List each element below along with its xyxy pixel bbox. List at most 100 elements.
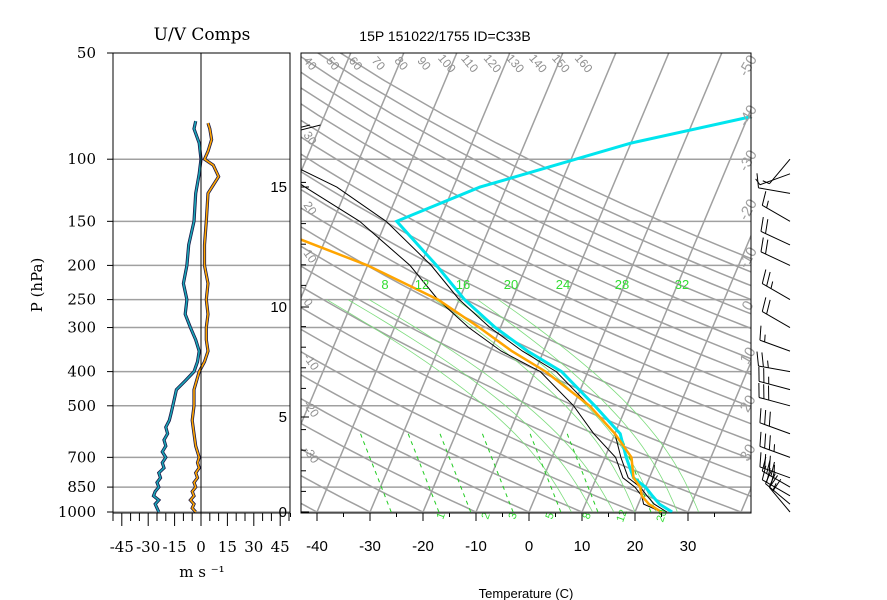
skewt-dry-adiabat [301, 87, 751, 315]
skewt-isotherm [301, 53, 405, 300]
skewt-dry-adiabat-label: 140 [526, 51, 550, 76]
skewt-line-parcel [301, 238, 663, 513]
skewt-thetae-label: 32 [675, 277, 689, 292]
wind-barb [761, 297, 791, 328]
skewt-title: 15P 151022/1755 ID=C33B [359, 28, 530, 44]
uv-series-outline-v [188, 122, 221, 513]
uv-panel: U/V Comps P (hPa) m s ⁻¹ 501001502002503… [28, 25, 291, 581]
skewt-dry-adiabat [301, 153, 751, 376]
skewt-height-tick-label: 15 [270, 179, 287, 196]
skewt-dry-adiabat [301, 306, 746, 513]
skewt-isotherm [581, 107, 751, 513]
uv-y-tick-label: 1000 [58, 503, 96, 521]
skewt-moist-adiabat [368, 299, 615, 513]
skewt-height-tick-label: 5 [279, 409, 287, 426]
skewt-height-tick-label: 0 [279, 504, 287, 521]
skewt-height-tick-label: 10 [270, 299, 287, 316]
wind-barb [756, 351, 791, 373]
skewt-height-tick-labels: 0 5 10 15 [270, 179, 309, 521]
skewt-mixing-ratio-label: 3 [506, 511, 519, 521]
skewt-mixing-ratio-label: 12 [614, 508, 629, 524]
skewt-mixing-ratio-line [566, 433, 599, 513]
skewt-mixing-ratio-label: 2 [479, 511, 492, 521]
uv-y-tick-label: 500 [67, 397, 96, 415]
skewt-isotherm [422, 53, 617, 513]
uv-y-tick-labels: 50 100 150 200 250 300 400 500 700 850 1000 [58, 44, 113, 521]
uv-x-tick-label: -45 [110, 538, 134, 556]
skewt-isotherm-label: -20 [735, 196, 761, 223]
skewt-x-axis-label: Temperature (C) [479, 586, 574, 600]
skewt-dry-adiabat [301, 448, 427, 513]
skewt-isotherm [316, 53, 511, 513]
wind-barb [759, 431, 791, 458]
skewt-line-virtual_temperature [394, 115, 751, 513]
wind-barb [755, 173, 791, 186]
skewt-dry-adiabat-label: 90 [414, 54, 434, 73]
wind-barb [756, 173, 791, 194]
skewt-dry-adiabat-label: 50 [323, 54, 343, 73]
skewt-thetae-label: 16 [456, 277, 470, 292]
skewt-panel: 15P 151022/1755 ID=C33B Temperature (C) … [270, 28, 761, 600]
skewt-left-gray-label: -30 [301, 444, 323, 467]
skewt-x-tick-label: 10 [574, 538, 591, 555]
wind-barb [760, 237, 791, 266]
uv-series-outline-u [151, 120, 203, 513]
skewt-moist-adiabat [347, 299, 593, 513]
skewt-isotherm [687, 360, 751, 513]
uv-series-v [189, 122, 220, 513]
skewt-isotherm [301, 53, 352, 174]
skewt-isotherm-label: 20 [737, 392, 760, 415]
skewt-dry-adiabat [301, 474, 374, 513]
uv-x-tick-label: 30 [244, 538, 263, 556]
skewt-x-tick-labels: -40 -30 -20 -10 0 10 20 30 [290, 513, 715, 555]
uv-x-tick-labels: -45 -30 -15 0 15 30 45 [110, 513, 290, 556]
skewt-dry-adiabat [301, 55, 751, 287]
uv-x-tick-label: -30 [136, 538, 160, 556]
uv-x-tick-label: 0 [196, 538, 206, 556]
skewt-left-gray-label: 20 [301, 199, 320, 218]
skewt-mixing-ratio-label: 1 [434, 511, 447, 521]
skewt-dry-adiabat [301, 225, 751, 442]
uv-y-tick-label: 250 [67, 291, 96, 309]
uv-y-tick-label: 850 [67, 478, 96, 496]
skewt-isotherm-label: 30 [737, 441, 760, 464]
skewt-x-tick-label: -20 [412, 538, 434, 555]
skewt-isotherm [634, 233, 751, 513]
skewt-left-gray-label: 30 [301, 129, 320, 148]
uv-series-u [152, 120, 202, 513]
wind-barb [761, 269, 791, 301]
skewt-isotherm [301, 53, 458, 426]
skewt-x-tick-label: -30 [359, 538, 381, 555]
skewt-dry-adiabat [301, 170, 751, 392]
skewt-dry-adiabat [301, 397, 534, 513]
skewt-isotherm-label: -50 [735, 52, 761, 79]
skewt-dry-adiabat [301, 374, 587, 513]
uv-x-tick-label: -15 [163, 538, 187, 556]
skewt-profile-lines [301, 115, 751, 513]
skewt-isotherm-label: -30 [735, 147, 761, 174]
skewt-x-tick-label: 20 [627, 538, 644, 555]
skewt-left-gray-label: 10 [301, 247, 320, 266]
skewt-isotherm-label: 10 [737, 344, 760, 367]
skewt-dry-adiabat-label: 40 [300, 54, 320, 73]
skewt-isotherm-label: -40 [735, 102, 761, 129]
skewt-thetae-label: 28 [615, 277, 629, 292]
wind-barb [761, 191, 791, 222]
skewt-dry-adiabat [301, 328, 693, 513]
uv-y-tick-label: 50 [77, 44, 96, 62]
uv-y-tick-label: 400 [67, 363, 96, 381]
skewt-thetae-label: 12 [415, 277, 429, 292]
skewt-mixing-ratio-label: 8 [580, 511, 593, 521]
skewt-dry-adiabat [301, 102, 751, 330]
skewt-plot-frame [300, 52, 752, 514]
skewt-x-tick-label: 0 [525, 538, 533, 555]
uv-x-tick-label: 45 [271, 538, 290, 556]
skewt-moist-adiabat [498, 299, 699, 513]
uv-x-tick-label: 15 [218, 538, 237, 556]
skewt-line-dewpoint [301, 124, 662, 513]
skewt-x-tick-label: -40 [306, 538, 328, 555]
uv-series-lines [151, 120, 221, 513]
skewt-dry-adiabat [301, 285, 751, 498]
uv-y-tick-label: 200 [67, 256, 96, 274]
uv-y-tick-label: 300 [67, 319, 96, 337]
